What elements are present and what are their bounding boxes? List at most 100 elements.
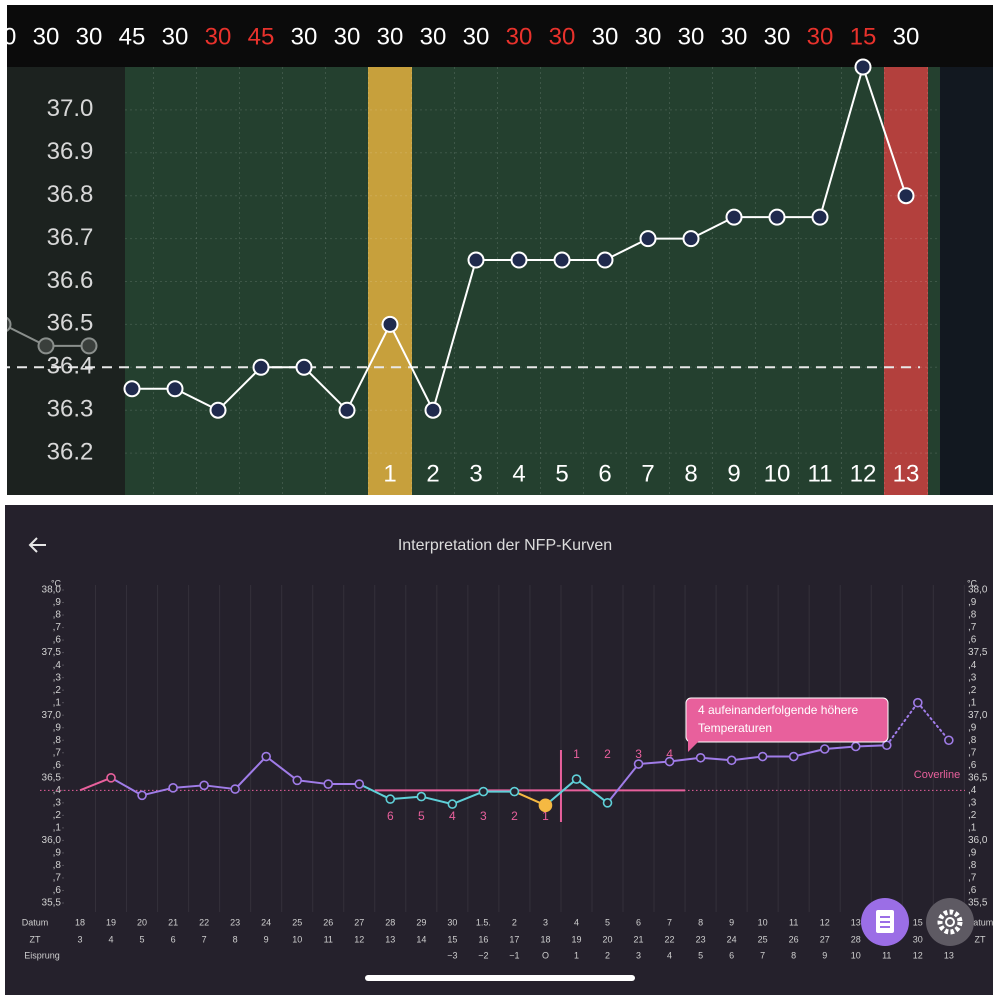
bottom-panel: Interpretation der NFP-Kurven °C °C35,5 35… <box>5 505 993 995</box>
time-label: 30 <box>592 23 619 50</box>
date-label: 26 <box>323 917 333 927</box>
row-label-right: Datum <box>967 917 994 927</box>
row-value: 12 <box>354 934 364 944</box>
time-label: 30 <box>33 23 60 50</box>
row-label-right: ZT <box>975 934 986 944</box>
y-tick-label: ,2 <box>53 685 62 696</box>
y-tick-label: 36,0 <box>42 835 62 846</box>
settings-icon <box>937 909 963 935</box>
cycle-day-label: 3 <box>469 460 482 487</box>
date-label: 2 <box>512 917 517 927</box>
row-value: 10 <box>851 950 861 960</box>
y-tick-label: 36.3 <box>47 396 94 423</box>
time-label: 30 <box>0 23 16 50</box>
date-label: 19 <box>106 917 116 927</box>
axis-area <box>7 67 125 495</box>
temperature-point <box>354 779 365 789</box>
temperature-point <box>509 786 520 797</box>
annotation-pointer <box>688 740 700 752</box>
y-tick-label: ,6 <box>53 760 62 771</box>
time-label: 30 <box>807 23 834 50</box>
temperature-point <box>682 230 700 248</box>
date-label: 5 <box>605 917 610 927</box>
row-value: −3 <box>447 950 457 960</box>
temperature-segment <box>731 755 763 762</box>
temperature-point <box>37 337 55 355</box>
y-tick-label-right: 37,5 <box>968 647 988 658</box>
temperature-segment <box>265 755 298 782</box>
date-label: 25 <box>292 917 302 927</box>
y-tick-label: ,4 <box>53 660 62 671</box>
date-label: 4 <box>574 917 579 927</box>
y-tick-label: 35,5 <box>42 898 62 909</box>
date-label: 24 <box>261 917 271 927</box>
row-value: 26 <box>789 934 799 944</box>
date-label: 15 <box>913 917 923 927</box>
row-value: −2 <box>478 950 488 960</box>
row-value: 30 <box>913 934 923 944</box>
temperature-segment <box>916 701 950 742</box>
time-label: 45 <box>119 23 146 50</box>
low-count-label: 2 <box>511 809 518 823</box>
temperature-point <box>633 759 644 769</box>
row-value: 18 <box>540 934 550 944</box>
row-value: 11 <box>324 934 333 944</box>
temperature-segment <box>669 756 701 763</box>
temperature-point <box>768 208 786 226</box>
y-tick-label: ,2 <box>53 810 62 821</box>
temperature-segment <box>141 786 174 797</box>
time-label: 30 <box>76 23 103 50</box>
row-value: O <box>542 950 549 960</box>
future-area <box>940 67 993 495</box>
y-tick-label-right: 36,5 <box>968 772 988 783</box>
row-value: 28 <box>851 934 861 944</box>
y-tick-label-right: 36,0 <box>968 835 988 846</box>
temperature-point <box>553 251 571 269</box>
date-label: 20 <box>137 917 147 927</box>
temperature-segment <box>173 784 205 789</box>
date-label: 28 <box>385 917 395 927</box>
y-tick-label: ,7 <box>53 873 62 884</box>
temperature-segment <box>793 748 825 758</box>
temperature-segment <box>451 790 484 806</box>
cycle-day-label: 10 <box>764 460 791 487</box>
date-label: 12 <box>820 917 830 927</box>
temperature-point <box>726 755 737 766</box>
date-label: 27 <box>354 917 364 927</box>
y-tick-label: 36,5 <box>42 772 62 783</box>
high-count-label: 3 <box>635 747 642 761</box>
row-value: 21 <box>634 934 644 944</box>
y-tick-label-right: ,3 <box>968 672 977 683</box>
row-value: 3 <box>77 934 82 944</box>
time-label: 45 <box>248 23 275 50</box>
top-panel: 36.2 36.3 36.4 36.5 36.6 36.7 36.8 36.9 37.0 30 30… <box>0 5 993 495</box>
temperature-segment <box>638 760 670 766</box>
y-tick-label: 36.7 <box>47 224 94 251</box>
row-value: 6 <box>171 934 176 944</box>
date-label: 22 <box>199 917 209 927</box>
row-value: 8 <box>233 934 238 944</box>
y-tick-label: 36.8 <box>47 181 94 208</box>
y-tick-label: ,7 <box>53 622 62 633</box>
temperature-point <box>385 794 396 804</box>
temperature-point <box>292 775 303 786</box>
high-count-label: 4 <box>666 747 673 761</box>
back-arrow[interactable] <box>28 537 46 553</box>
temperature-segment <box>606 763 640 804</box>
low-count-label: 4 <box>449 809 456 823</box>
row-value: 16 <box>478 934 488 944</box>
temperature-point <box>447 799 458 809</box>
temperature-point <box>416 791 427 802</box>
row-value: 15 <box>447 934 457 944</box>
row-value: 2 <box>605 950 610 960</box>
y-tick-label: ,7 <box>53 747 62 758</box>
y-tick-label-right: ,6 <box>968 760 977 771</box>
home-indicator <box>365 975 635 981</box>
time-label: 30 <box>162 23 189 50</box>
y-tick-label: ,3 <box>53 797 62 808</box>
temperature-segment <box>700 756 732 762</box>
y-tick-label-right: ,9 <box>968 597 977 608</box>
temperature-point <box>478 786 489 797</box>
cycle-day-label: 1 <box>383 460 396 487</box>
